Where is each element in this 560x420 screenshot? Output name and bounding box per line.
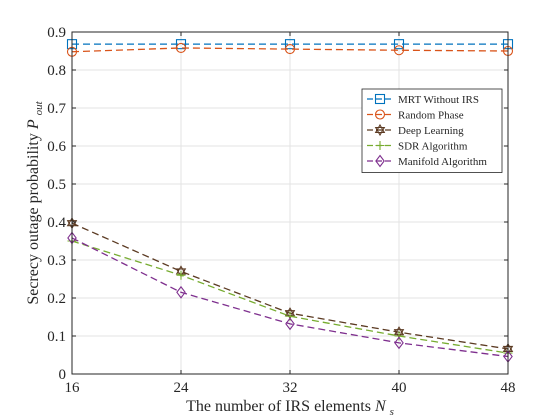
y-tick-label: 0.7 [47,101,66,117]
data-point-manifold-algorithm [176,285,186,299]
legend-label: MRT Without IRS [398,94,479,106]
legend-item-deep-learning: Deep Learning [367,123,464,137]
data-point-random-phase [393,45,405,56]
legend-label: Random Phase [398,110,464,122]
legend-marker [374,123,386,137]
x-tick-label: 24 [174,380,190,396]
x-tick-label: 48 [501,380,516,396]
series-line-manifold-algorithm [71,237,509,358]
legend-marker [374,93,386,105]
x-tick-label: 32 [283,380,298,396]
data-point-random-phase [284,44,296,55]
legend-item-manifold-algorithm: Manifold Algorithm [367,154,487,168]
data-point-random-phase [175,42,187,54]
y-axis-label: Secrecy outage probability P out [25,100,45,304]
data-point-mrt-without-irs [284,39,296,50]
legend-box [361,88,503,173]
y-tick-label: 0.1 [47,329,66,345]
data-point-manifold-algorithm [285,317,295,331]
legend-item-random-phase: Random Phase [367,109,464,122]
y-tick-label: 0.4 [47,215,66,231]
series-line-sdr-algorithm [71,240,509,354]
x-tick-label: 16 [65,380,81,396]
y-tick-label: 0.5 [47,177,66,193]
legend-label: SDR Algorithm [398,141,468,153]
data-point-sdr-algorithm [394,331,404,341]
legend: MRT Without IRS Random Phase Deep Learning… [361,88,503,173]
legend-marker [374,109,386,120]
data-point-mrt-without-irs [175,39,187,50]
y-tick-label: 0 [59,367,67,383]
grid-lines [71,31,509,375]
data-point-sdr-algorithm [176,270,186,280]
series-line-random-phase [71,47,509,53]
y-tick-label: 0.8 [47,63,66,79]
y-tick-label: 0.9 [47,25,66,41]
legend-marker [375,141,385,150]
data-point-mrt-without-irs [393,39,405,50]
y-tick-label: 0.3 [47,253,66,269]
hexagram-part [374,126,386,137]
x-axis-label: The number of IRS elements N s [186,398,394,418]
hexagram-part [374,123,386,134]
data-point-manifold-algorithm [394,336,404,350]
legend-marker [375,154,385,168]
hexagram-part [393,329,405,339]
legend-item-sdr-algorithm: SDR Algorithm [367,141,468,153]
hexagram-part [284,310,296,320]
legend-item-mrt-without-irs: MRT Without IRS [367,93,479,106]
legend-label: Manifold Algorithm [398,156,487,168]
axis-ticks: 16 24 32 40 48 0 0.1 0.2 0.3 0.4 0.5 0.6 0.7 0.8 0.9 [47,25,515,396]
hexagram-part [175,268,187,278]
legend-label: Deep Learning [398,125,464,137]
y-tick-label: 0.2 [47,291,66,307]
x-tick-label: 40 [392,380,407,396]
y-tick-label: 0.6 [47,139,66,155]
